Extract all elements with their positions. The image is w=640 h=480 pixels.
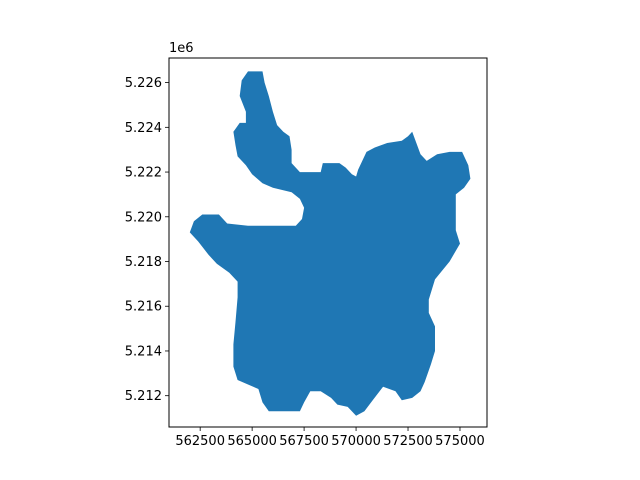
y-tick-label: 5.224 [125,121,162,136]
y-tick-label: 5.212 [125,389,162,404]
x-tick-label: 567500 [279,434,329,449]
plot-area [189,71,471,416]
x-axis: 562500 565000 567500 570000 572500 575000 [175,427,485,449]
y-tick-label: 5.214 [125,344,162,359]
x-tick-label: 562500 [175,434,225,449]
y-offset-label: 1e6 [169,41,194,56]
y-tick-label: 5.218 [125,255,162,270]
x-tick-label: 570000 [331,434,381,449]
x-tick-label: 572500 [383,434,433,449]
x-tick-label: 575000 [435,434,485,449]
y-tick-label: 5.216 [125,300,162,315]
y-axis: 5.212 5.214 5.216 5.218 5.220 5.222 5.224 5.226 [125,76,169,404]
region-polygon [189,71,471,416]
x-tick-label: 565000 [227,434,277,449]
y-tick-label: 5.226 [125,76,162,91]
y-tick-label: 5.220 [125,210,162,225]
axes-frame [168,57,488,428]
y-tick-label: 5.222 [125,166,162,181]
